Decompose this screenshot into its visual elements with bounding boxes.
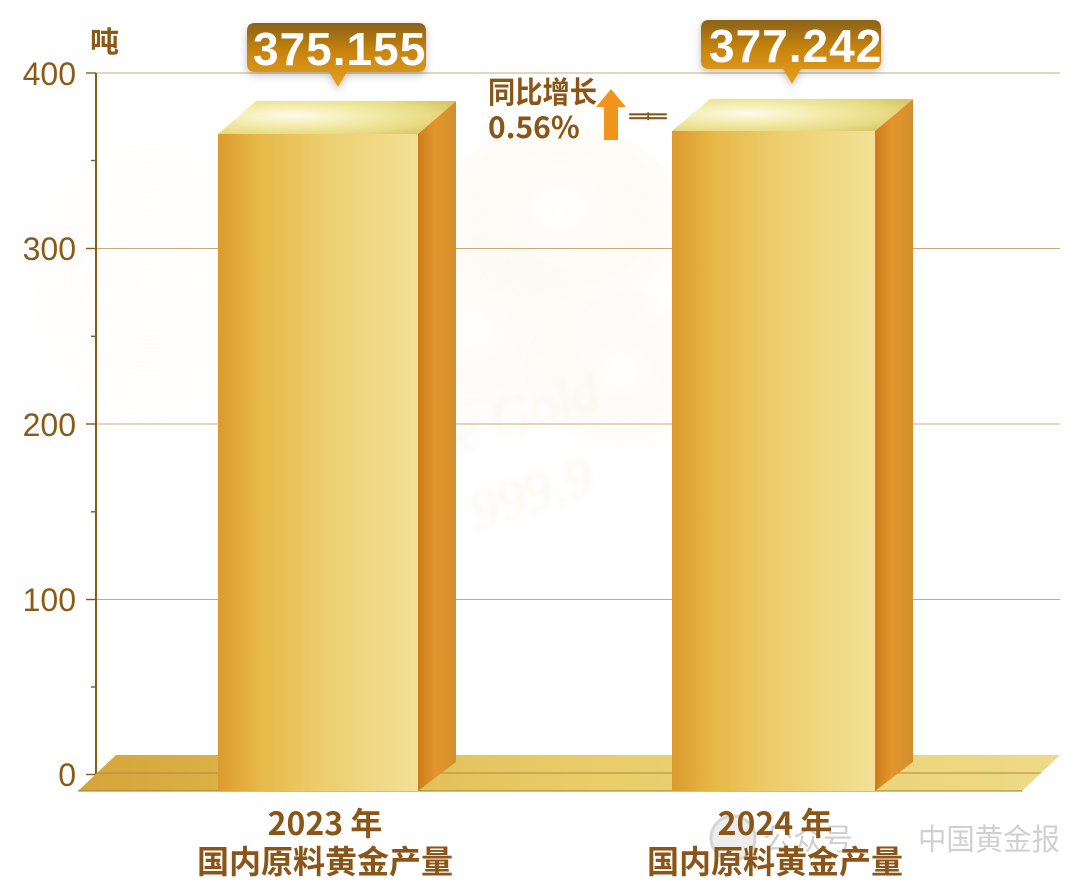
svg-text:0.56%: 0.56% — [488, 103, 580, 147]
svg-text:中国黄金报: 中国黄金报 — [918, 815, 1060, 859]
svg-text:375.155: 375.155 — [253, 23, 426, 75]
svg-text:200: 200 — [23, 407, 76, 443]
svg-text:100: 100 — [23, 582, 76, 618]
svg-text:国内原料黄金产量: 国内原料黄金产量 — [197, 837, 453, 883]
svg-text:0: 0 — [58, 757, 76, 793]
svg-text:300: 300 — [23, 231, 76, 267]
svg-text:999.9: 999.9 — [462, 445, 601, 543]
svg-text:377.242: 377.242 — [709, 20, 882, 72]
svg-text:400: 400 — [23, 56, 76, 92]
svg-text:吨: 吨 — [90, 19, 119, 61]
svg-text:国内原料黄金产量: 国内原料黄金产量 — [647, 837, 903, 883]
